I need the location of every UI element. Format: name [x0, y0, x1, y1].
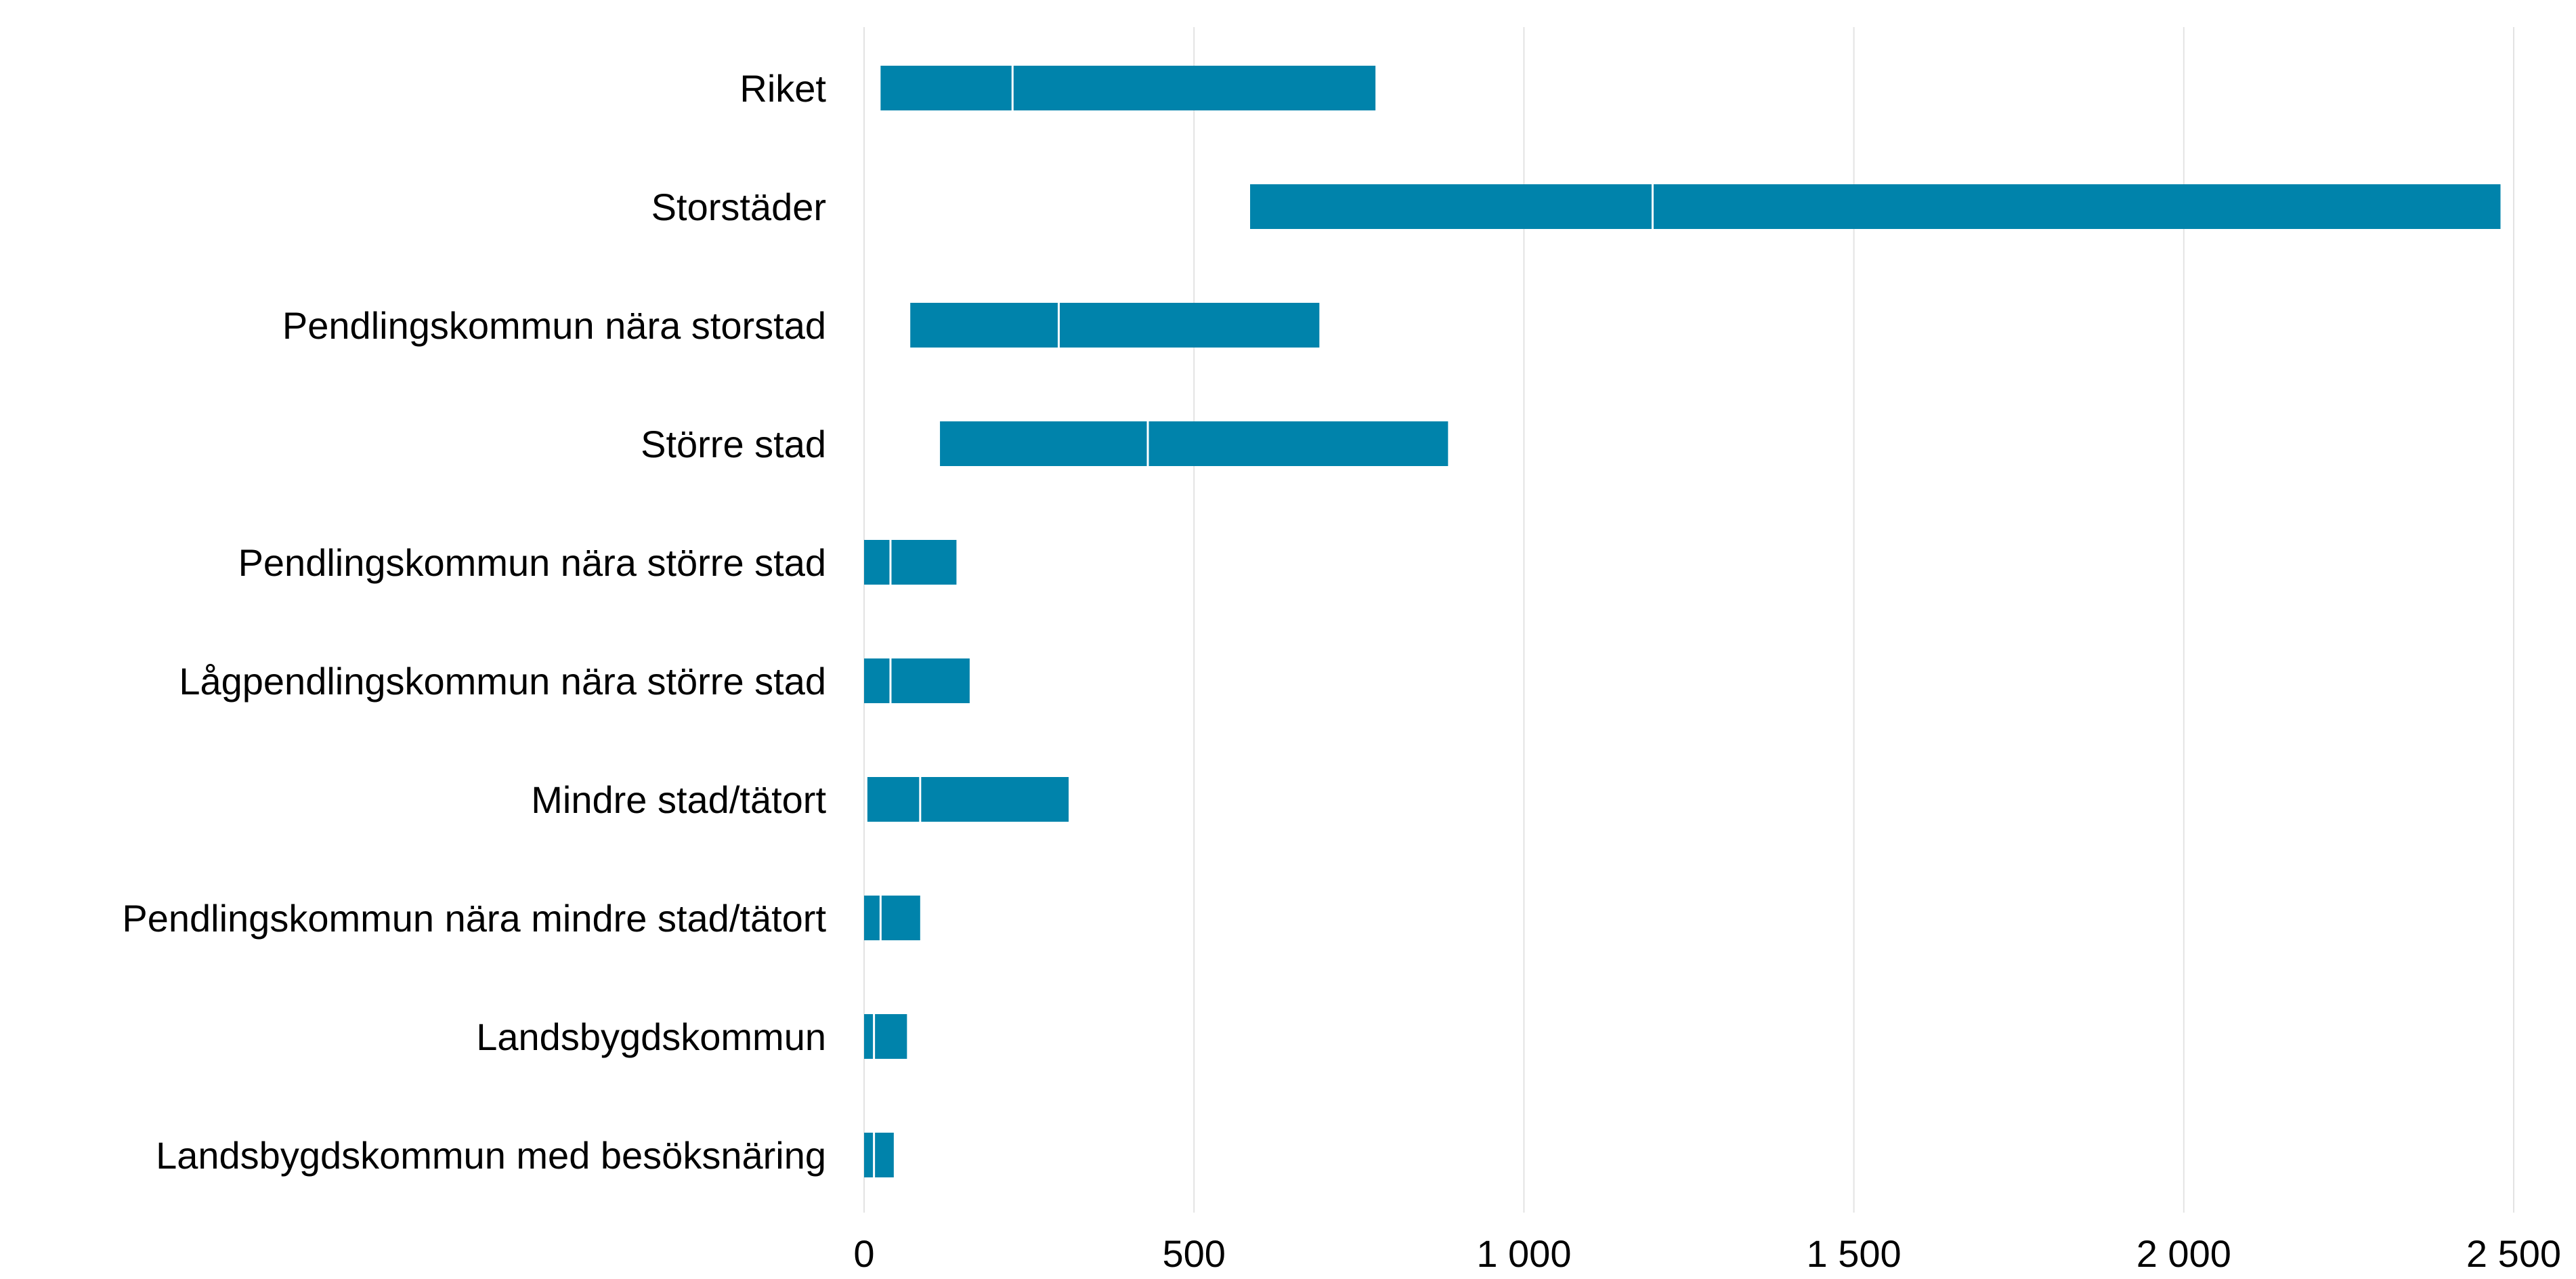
- range-bar: [864, 1133, 894, 1177]
- x-tick-label: 0: [853, 1232, 874, 1275]
- range-bar: [910, 303, 1320, 348]
- bars: [864, 66, 2501, 1177]
- range-bar: [864, 658, 970, 703]
- x-tick-label: 2 000: [2137, 1232, 2231, 1275]
- category-label: Lågpendlingskommun nära större stad: [179, 660, 826, 703]
- x-axis-tick-labels: 0 500 1 000 1 500 2 000 2 500: [853, 1232, 2561, 1275]
- range-bar: [864, 540, 957, 585]
- category-label: Landsbygdskommun: [476, 1015, 826, 1058]
- category-label: Riket: [739, 67, 826, 110]
- category-label: Mindre stad/tätort: [531, 778, 826, 821]
- range-bar: [864, 1014, 907, 1059]
- x-tick-label: 500: [1162, 1232, 1225, 1275]
- category-label: Pendlingskommun nära storstad: [282, 304, 826, 347]
- category-label: Landsbygdskommun med besöksnäring: [156, 1134, 826, 1177]
- range-bar: [1250, 184, 2501, 229]
- category-label: Pendlingskommun nära större stad: [238, 541, 826, 584]
- category-labels: Riket Storstäder Pendlingskommun nära stor…: [122, 67, 826, 1177]
- category-label: Pendlingskommun nära mindre stad/tätort: [122, 897, 826, 940]
- x-tick-label: 1 500: [1807, 1232, 1902, 1275]
- range-bar: [867, 777, 1069, 822]
- category-label: Storstäder: [651, 186, 826, 228]
- range-bar: [864, 896, 920, 940]
- x-tick-label: 2 500: [2466, 1232, 2561, 1275]
- range-bar: [940, 421, 1448, 466]
- category-label: Större stad: [641, 423, 826, 465]
- range-bar: [880, 66, 1376, 110]
- x-tick-label: 1 000: [1476, 1232, 1571, 1275]
